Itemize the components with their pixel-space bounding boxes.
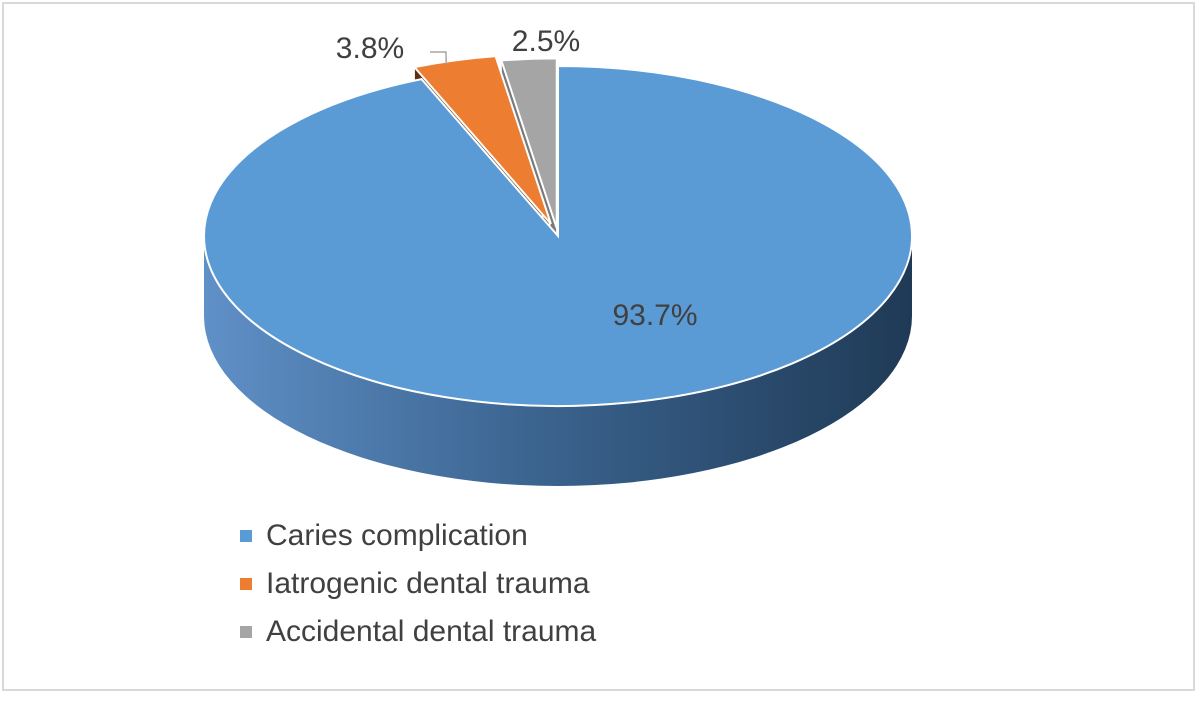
data-label-caries: 93.7%: [612, 299, 697, 332]
leader-line-iatrogenic: [430, 51, 448, 65]
legend-item-caries[interactable]: Caries complication: [240, 512, 596, 560]
legend-swatch-accidental: [240, 626, 252, 638]
pie-slice-caries[interactable]: [203, 64, 913, 407]
legend-label-caries: Caries complication: [266, 519, 528, 552]
legend-label-iatrogenic: Iatrogenic dental trauma: [266, 567, 590, 600]
data-label-iatrogenic: 3.8%: [336, 32, 404, 65]
data-label-accidental: 2.5%: [512, 25, 580, 58]
legend-label-accidental: Accidental dental trauma: [266, 615, 597, 648]
pie-slice-accidental[interactable]: [500, 57, 558, 229]
legend-swatch-caries: [240, 530, 252, 542]
pie-rim-caries: [204, 236, 912, 486]
legend-swatch-iatrogenic: [240, 578, 252, 590]
pie-top-layer: [203, 55, 913, 407]
legend-item-iatrogenic[interactable]: Iatrogenic dental trauma: [240, 560, 596, 608]
legend-item-accidental[interactable]: Accidental dental trauma: [240, 608, 596, 656]
pie-label-layer: 93.7% 3.8% 2.5%: [336, 25, 698, 332]
legend: Caries complication Iatrogenic dental tr…: [240, 512, 596, 656]
pie-slice-iatrogenic[interactable]: [412, 55, 552, 225]
